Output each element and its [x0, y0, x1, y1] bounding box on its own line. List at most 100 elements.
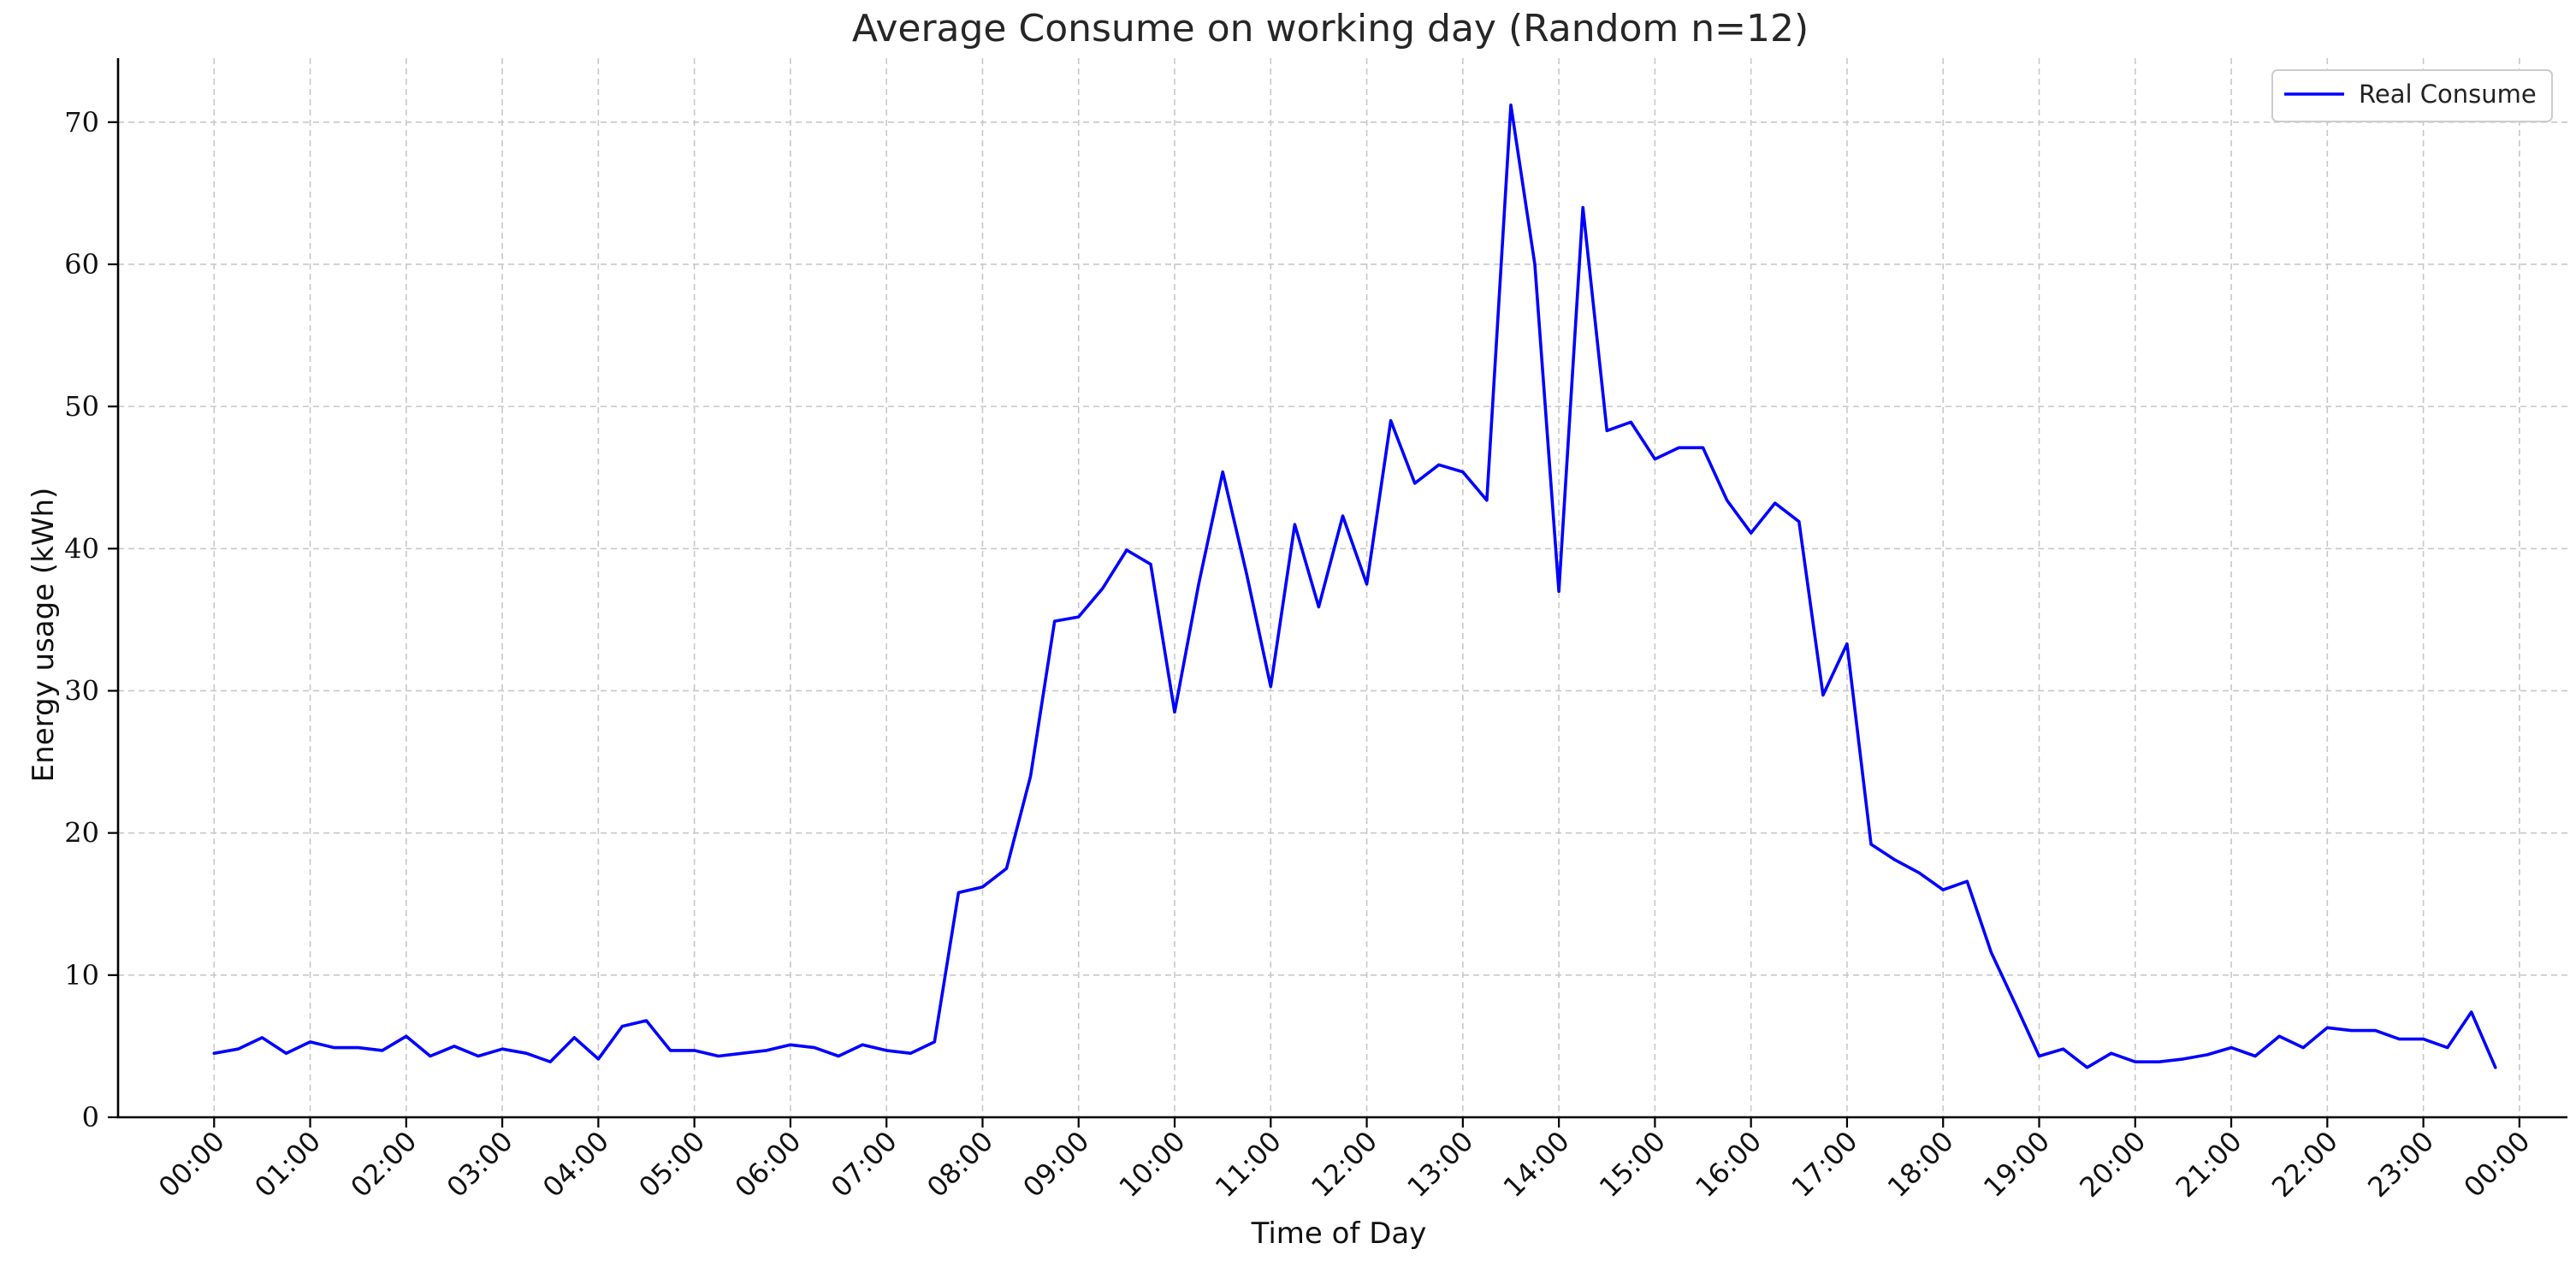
data-point	[524, 1051, 530, 1057]
data-point	[1147, 561, 1153, 567]
data-point	[2396, 1036, 2402, 1042]
data-point	[2301, 1045, 2307, 1051]
data-point	[1820, 692, 1826, 698]
data-point	[1196, 581, 1202, 587]
x-axis-label: Time of Day	[1251, 1217, 1427, 1251]
data-point	[2204, 1051, 2210, 1057]
data-point	[2108, 1051, 2114, 1057]
y-tick-label: 40	[64, 532, 99, 565]
data-point	[739, 1051, 745, 1057]
data-point	[1580, 204, 1586, 210]
data-point	[2468, 1009, 2474, 1015]
data-point	[1724, 497, 1730, 503]
data-point	[787, 1042, 793, 1048]
data-point	[1531, 261, 1537, 267]
data-point	[2324, 1025, 2330, 1031]
data-point	[307, 1039, 313, 1045]
data-point	[1027, 773, 1033, 779]
axis-spines	[116, 58, 2567, 1119]
data-point	[379, 1047, 385, 1053]
data-point	[1220, 469, 1226, 475]
data-point	[1988, 950, 1994, 956]
data-point	[475, 1053, 481, 1059]
data-point	[1772, 500, 1778, 506]
data-point	[2253, 1053, 2259, 1059]
data-point	[1460, 469, 1466, 475]
data-point	[1892, 857, 1898, 863]
data-point	[1652, 456, 1658, 462]
data-point	[331, 1045, 337, 1051]
data-point	[667, 1047, 673, 1053]
data-point	[1364, 581, 1370, 587]
data-point	[836, 1053, 842, 1059]
data-point	[1700, 445, 1706, 451]
data-point	[2492, 1064, 2498, 1070]
y-axis-label: Energy usage (kWh)	[27, 488, 61, 783]
data-point	[2372, 1027, 2378, 1033]
data-point	[1292, 522, 1298, 528]
data-point	[355, 1045, 361, 1051]
data-point	[1844, 641, 1850, 647]
data-point	[763, 1047, 769, 1053]
y-tick-label: 60	[64, 248, 99, 281]
data-point	[956, 890, 962, 896]
data-point	[1388, 417, 1394, 423]
data-point	[884, 1047, 890, 1053]
series-line-real-consume	[212, 104, 2497, 1069]
data-point	[1051, 619, 1057, 625]
data-point	[1244, 571, 1250, 577]
data-point	[1412, 480, 1418, 486]
data-point	[403, 1033, 409, 1039]
data-point	[2277, 1033, 2283, 1039]
data-point	[1075, 614, 1081, 620]
data-point	[2132, 1059, 2138, 1065]
data-point	[1099, 585, 1105, 591]
data-point	[2348, 1027, 2354, 1033]
data-point	[595, 1056, 601, 1062]
data-point	[1268, 684, 1274, 690]
data-point	[1964, 879, 1970, 885]
data-point	[2228, 1045, 2234, 1051]
legend-label: Real Consume	[2359, 80, 2537, 109]
data-point	[1483, 497, 1489, 503]
data-point	[571, 1034, 577, 1040]
data-point	[1940, 887, 1946, 893]
data-point	[932, 1039, 938, 1045]
data-point	[1171, 709, 1177, 715]
data-point	[1340, 513, 1346, 519]
data-point	[2036, 1053, 2042, 1059]
data-point	[860, 1042, 866, 1048]
data-point	[1004, 866, 1010, 872]
data-point	[715, 1053, 721, 1059]
legend-box	[2271, 69, 2553, 122]
data-point	[1676, 445, 1682, 451]
data-point	[1436, 462, 1442, 468]
data-point	[691, 1047, 697, 1053]
data-point	[2012, 1001, 2018, 1007]
series-layer	[212, 102, 2498, 1070]
data-point	[1796, 518, 1802, 524]
data-point	[451, 1043, 457, 1049]
data-point	[1868, 841, 1874, 847]
data-point	[908, 1051, 914, 1057]
y-tick-label: 20	[64, 817, 99, 850]
legend: Real Consume	[2271, 69, 2553, 122]
chart-title: Average Consume on working day (Random n…	[852, 7, 1809, 50]
data-point	[500, 1046, 506, 1052]
y-tick-label: 70	[64, 106, 99, 139]
data-point	[1628, 419, 1634, 425]
y-axis-ticks: 0 10 20 30 40 50 60 70	[64, 106, 118, 1134]
y-tick-label: 10	[64, 959, 99, 992]
data-point	[619, 1023, 625, 1029]
data-point	[259, 1034, 265, 1040]
y-tick-label: 50	[64, 390, 99, 423]
data-point	[1916, 870, 1922, 876]
data-point	[2444, 1045, 2450, 1051]
data-point	[235, 1046, 241, 1052]
data-point	[1123, 547, 1129, 553]
data-point	[548, 1059, 554, 1065]
data-point	[283, 1051, 289, 1057]
data-point	[1507, 102, 1513, 108]
